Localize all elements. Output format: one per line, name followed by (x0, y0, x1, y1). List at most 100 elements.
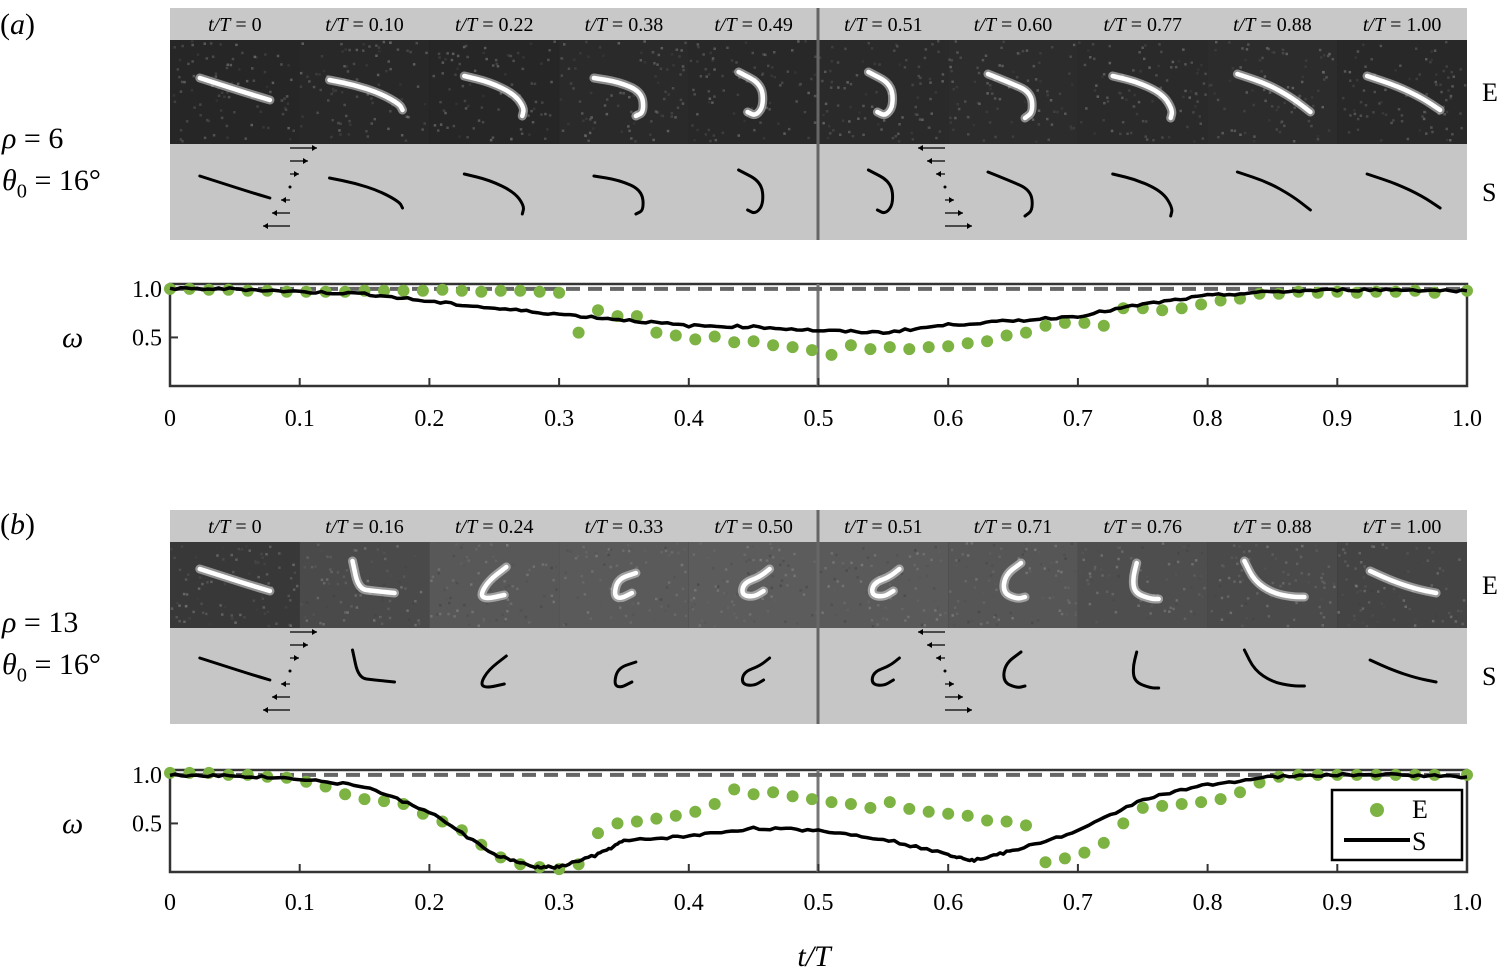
noise-speck (861, 60, 865, 63)
noise-speck (409, 50, 412, 54)
noise-speck (1009, 611, 1012, 615)
noise-speck (1376, 620, 1379, 624)
series-point-E (1058, 316, 1071, 329)
noise-speck (916, 567, 919, 571)
noise-speck (998, 555, 1001, 558)
noise-speck (1148, 66, 1151, 69)
noise-speck (764, 53, 767, 57)
panel-label: (a) (0, 8, 35, 41)
noise-speck (1359, 100, 1363, 104)
noise-speck (953, 606, 957, 609)
noise-speck (1136, 611, 1140, 614)
noise-speck (1025, 547, 1028, 551)
noise-speck (383, 551, 386, 555)
noise-speck (839, 133, 842, 136)
noise-speck (1463, 84, 1467, 87)
noise-speck (180, 80, 184, 84)
series-point-E (1000, 329, 1013, 342)
noise-speck (1182, 95, 1185, 99)
noise-speck (1400, 114, 1404, 117)
noise-speck (609, 565, 612, 569)
noise-speck (519, 609, 522, 612)
noise-speck (1093, 565, 1097, 569)
noise-speck (1291, 86, 1295, 90)
noise-speck (1302, 571, 1305, 574)
noise-speck (1323, 78, 1326, 81)
noise-speck (1421, 115, 1424, 118)
noise-speck (564, 571, 567, 574)
noise-speck (1079, 571, 1082, 574)
noise-speck (897, 132, 900, 136)
noise-speck (226, 63, 229, 66)
noise-speck (439, 100, 442, 104)
noise-speck (589, 91, 593, 95)
noise-speck (836, 61, 840, 64)
noise-speck (330, 92, 333, 96)
noise-speck (959, 56, 962, 59)
noise-speck (605, 112, 609, 116)
noise-speck (1070, 542, 1074, 545)
noise-speck (664, 549, 668, 553)
noise-speck (651, 51, 655, 54)
noise-speck (301, 42, 304, 45)
noise-speck (379, 616, 383, 619)
series-point-E (1234, 786, 1246, 799)
noise-speck (253, 55, 256, 59)
noise-speck (1248, 549, 1251, 553)
noise-speck (678, 55, 681, 58)
noise-speck (1244, 58, 1247, 62)
experiment-frame (559, 542, 689, 628)
series-point-E (942, 807, 955, 820)
noise-speck (1454, 616, 1458, 619)
noise-speck (679, 98, 683, 102)
noise-speck (956, 102, 959, 106)
noise-speck (1271, 553, 1274, 556)
noise-speck (714, 138, 718, 142)
noise-speck (419, 590, 423, 594)
noise-speck (252, 599, 256, 602)
noise-speck (1286, 624, 1290, 628)
noise-speck (949, 65, 952, 69)
noise-speck (857, 117, 860, 120)
noise-speck (841, 562, 845, 565)
noise-speck (591, 570, 594, 573)
noise-speck (1100, 554, 1103, 557)
noise-speck (180, 545, 184, 548)
noise-speck (950, 59, 953, 62)
noise-speck (830, 603, 833, 606)
noise-speck (936, 607, 940, 610)
noise-speck (308, 80, 311, 83)
noise-speck (1084, 548, 1087, 551)
noise-speck (449, 596, 452, 600)
noise-speck (659, 67, 663, 70)
noise-speck (1197, 593, 1201, 596)
noise-speck (807, 136, 810, 140)
noise-speck (1380, 101, 1383, 104)
noise-speck (664, 546, 667, 550)
noise-speck (265, 553, 268, 556)
noise-speck (264, 53, 267, 56)
noise-speck (654, 75, 657, 78)
noise-speck (326, 555, 329, 558)
noise-speck (821, 611, 824, 614)
noise-speck (934, 609, 937, 612)
noise-speck (1038, 61, 1041, 65)
noise-speck (773, 51, 776, 54)
noise-speck (215, 99, 219, 102)
noise-speck (260, 552, 263, 556)
noise-speck (1195, 93, 1198, 96)
noise-speck (825, 110, 829, 113)
noise-speck (935, 618, 939, 621)
noise-speck (898, 63, 902, 66)
noise-speck (1300, 571, 1304, 575)
noise-speck (850, 561, 853, 565)
noise-speck (631, 613, 635, 616)
noise-speck (827, 585, 830, 588)
noise-speck (1383, 586, 1386, 590)
noise-speck (407, 618, 411, 621)
flow-arrowhead (303, 642, 308, 648)
noise-speck (1361, 621, 1364, 624)
noise-speck (1168, 610, 1171, 613)
noise-speck (1000, 547, 1003, 550)
noise-speck (795, 622, 799, 625)
